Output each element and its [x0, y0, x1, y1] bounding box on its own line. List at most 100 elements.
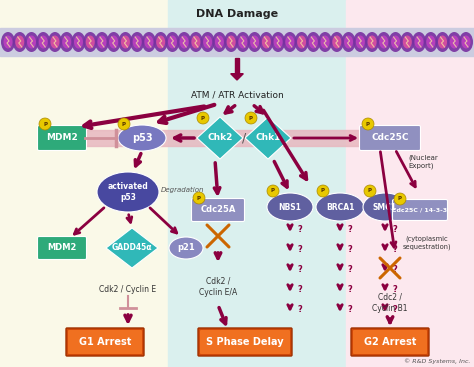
Ellipse shape	[330, 32, 344, 52]
Text: P: P	[201, 116, 205, 120]
Text: ?: ?	[297, 305, 302, 313]
Text: P: P	[43, 121, 47, 127]
Ellipse shape	[262, 36, 271, 48]
Ellipse shape	[3, 36, 12, 48]
Circle shape	[193, 192, 205, 204]
Text: NBS1: NBS1	[279, 203, 301, 211]
Text: p53: p53	[132, 133, 152, 143]
Text: ?: ?	[392, 305, 397, 313]
Circle shape	[362, 118, 374, 130]
Ellipse shape	[367, 36, 376, 48]
Ellipse shape	[236, 32, 250, 52]
Text: ?: ?	[297, 225, 302, 233]
Ellipse shape	[459, 32, 473, 52]
Ellipse shape	[342, 32, 356, 52]
Ellipse shape	[450, 36, 459, 48]
Circle shape	[317, 185, 329, 197]
Ellipse shape	[48, 32, 62, 52]
Ellipse shape	[36, 32, 50, 52]
Bar	[0, 28, 474, 56]
Ellipse shape	[379, 36, 388, 48]
Ellipse shape	[13, 32, 27, 52]
Text: P: P	[249, 116, 253, 120]
Bar	[40, 130, 400, 146]
Ellipse shape	[83, 32, 97, 52]
Ellipse shape	[436, 32, 449, 52]
Text: ?: ?	[347, 265, 352, 273]
Ellipse shape	[130, 32, 144, 52]
Ellipse shape	[97, 172, 159, 212]
FancyBboxPatch shape	[68, 330, 142, 354]
Text: (cytoplasmic
sequestration): (cytoplasmic sequestration)	[403, 235, 451, 250]
Text: P: P	[398, 196, 402, 201]
FancyBboxPatch shape	[66, 328, 144, 356]
FancyBboxPatch shape	[191, 199, 245, 222]
Ellipse shape	[15, 36, 24, 48]
Ellipse shape	[316, 193, 364, 221]
Text: BRCA1: BRCA1	[326, 203, 354, 211]
Ellipse shape	[201, 32, 215, 52]
Text: activated
p53: activated p53	[108, 182, 148, 202]
Ellipse shape	[191, 36, 201, 48]
FancyBboxPatch shape	[351, 328, 429, 356]
Text: Cdc25C / 14-3-3: Cdc25C / 14-3-3	[392, 207, 447, 212]
Ellipse shape	[238, 36, 247, 48]
Ellipse shape	[247, 32, 262, 52]
Ellipse shape	[60, 32, 74, 52]
Text: MDM2: MDM2	[46, 134, 78, 142]
Ellipse shape	[203, 36, 212, 48]
Ellipse shape	[86, 36, 95, 48]
Ellipse shape	[297, 36, 306, 48]
Ellipse shape	[424, 32, 438, 52]
Ellipse shape	[259, 32, 273, 52]
Text: Cdc2 /
Cyclin B1: Cdc2 / Cyclin B1	[372, 293, 408, 313]
Circle shape	[245, 112, 257, 124]
Polygon shape	[231, 74, 243, 80]
Ellipse shape	[215, 36, 224, 48]
Circle shape	[39, 118, 51, 130]
Text: (Nuclear
Export): (Nuclear Export)	[408, 155, 438, 169]
Text: ?: ?	[347, 225, 352, 233]
Text: P: P	[271, 189, 275, 193]
Text: Chk2: Chk2	[207, 134, 233, 142]
Ellipse shape	[1, 32, 15, 52]
Ellipse shape	[273, 36, 283, 48]
Text: ATM / ATR Activation: ATM / ATR Activation	[191, 91, 283, 99]
Bar	[346, 0, 474, 367]
Text: Degradation: Degradation	[161, 187, 205, 193]
Text: MDM2: MDM2	[47, 243, 77, 252]
Ellipse shape	[462, 36, 471, 48]
Ellipse shape	[377, 32, 391, 52]
Circle shape	[364, 185, 376, 197]
Ellipse shape	[365, 32, 379, 52]
Ellipse shape	[118, 125, 166, 151]
Text: SMC1: SMC1	[373, 203, 397, 211]
Text: P: P	[366, 121, 370, 127]
Ellipse shape	[39, 36, 48, 48]
Ellipse shape	[285, 36, 294, 48]
Text: GADD45α: GADD45α	[112, 243, 152, 252]
Ellipse shape	[212, 32, 227, 52]
Ellipse shape	[169, 237, 203, 259]
FancyBboxPatch shape	[37, 126, 86, 150]
FancyBboxPatch shape	[200, 330, 290, 354]
Ellipse shape	[107, 32, 121, 52]
Ellipse shape	[271, 32, 285, 52]
Ellipse shape	[227, 36, 236, 48]
Ellipse shape	[62, 36, 71, 48]
Text: ?: ?	[392, 284, 397, 294]
Ellipse shape	[306, 32, 320, 52]
Ellipse shape	[98, 36, 107, 48]
Text: P: P	[197, 196, 201, 200]
Polygon shape	[106, 228, 158, 268]
Ellipse shape	[412, 32, 426, 52]
Circle shape	[267, 185, 279, 197]
Text: ?: ?	[347, 305, 352, 313]
Ellipse shape	[25, 32, 38, 52]
Ellipse shape	[250, 36, 259, 48]
Text: /: /	[242, 131, 246, 145]
Ellipse shape	[74, 36, 83, 48]
Text: ?: ?	[392, 265, 397, 273]
Ellipse shape	[142, 32, 156, 52]
Ellipse shape	[154, 32, 168, 52]
